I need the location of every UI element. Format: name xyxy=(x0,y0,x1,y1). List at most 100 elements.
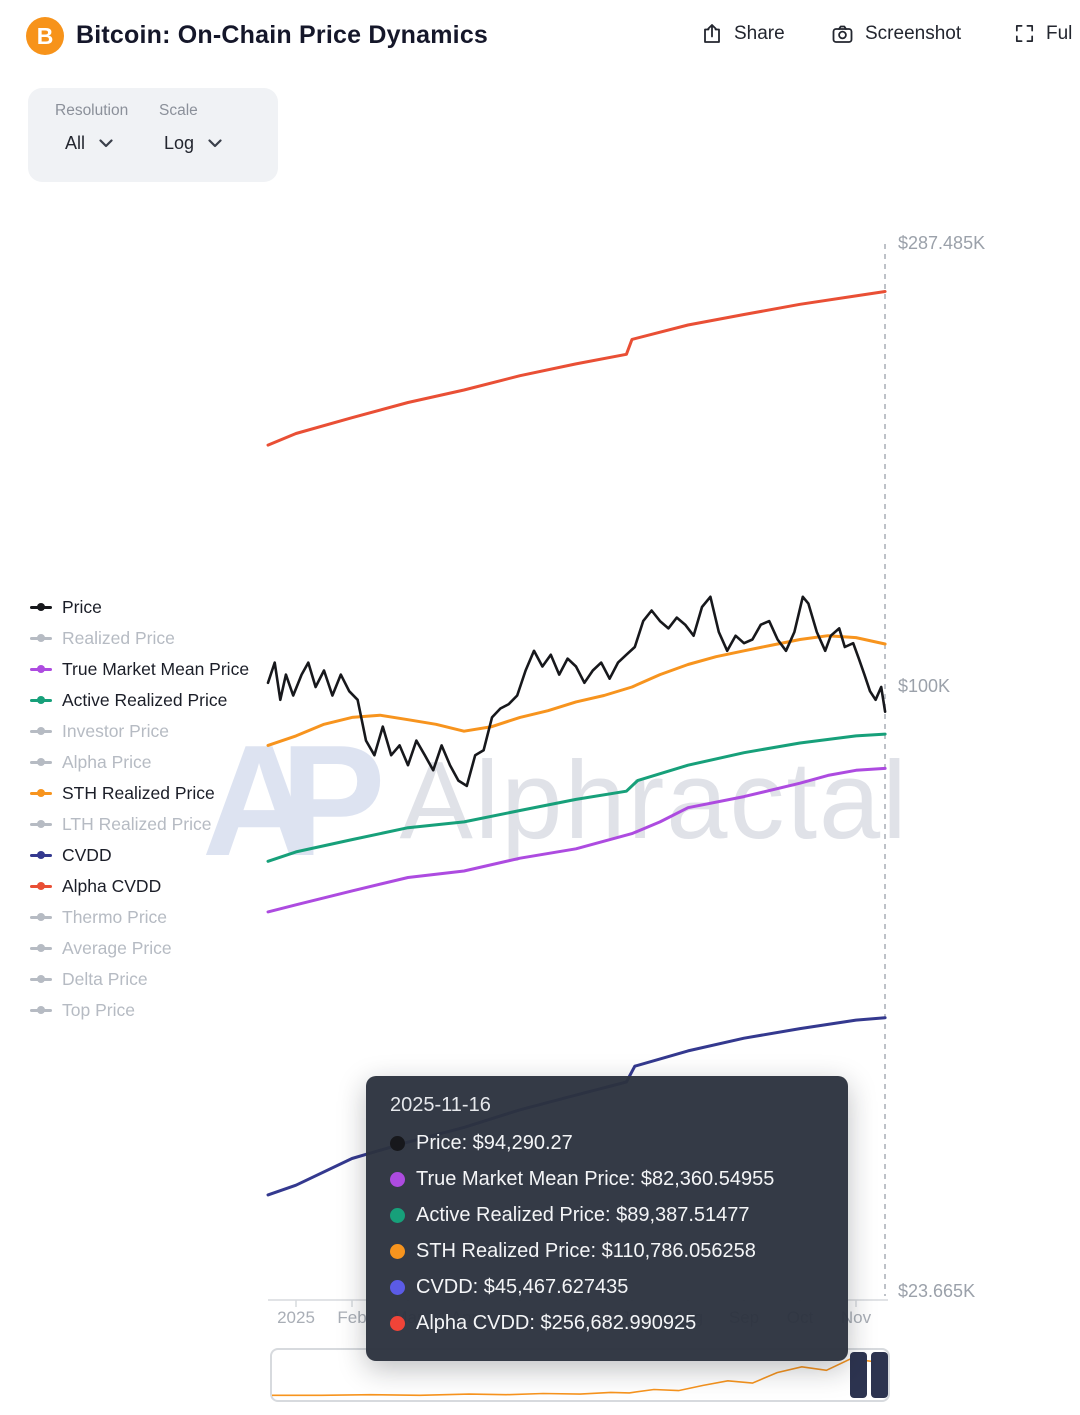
series-dot-icon xyxy=(390,1279,405,1295)
legend-item-label: Alpha Price xyxy=(62,751,152,772)
series-dot-icon xyxy=(390,1315,405,1331)
legend-line-dot-icon xyxy=(30,726,52,736)
x-axis-label: Nov xyxy=(840,1308,872,1327)
bitcoin-logo-letter: B xyxy=(36,22,54,49)
y-axis-label: $23.665K xyxy=(898,1280,976,1301)
legend-line-dot-icon xyxy=(30,912,52,922)
tooltip-row-text: Active Realized Price: $89,387.51477 xyxy=(416,1203,750,1226)
legend-line-dot-icon xyxy=(30,664,52,674)
fullscreen-button-label: Ful xyxy=(1046,22,1073,44)
x-axis-label: 2025 xyxy=(277,1308,315,1327)
legend-item-lth-realized-price[interactable]: LTH Realized Price xyxy=(30,813,249,835)
legend-item-label: LTH Realized Price xyxy=(62,813,212,834)
legend-item-top-price[interactable]: Top Price xyxy=(30,999,249,1021)
legend-item-label: Top Price xyxy=(62,999,135,1020)
legend-line-dot-icon xyxy=(30,757,52,767)
legend-line-dot-icon xyxy=(30,819,52,829)
legend-item-price[interactable]: Price xyxy=(30,596,249,618)
tooltip-row-cvdd: CVDD: $45,467.627435 xyxy=(390,1269,824,1305)
legend-item-label: Delta Price xyxy=(62,968,148,989)
bitcoin-logo-icon: B xyxy=(26,17,64,55)
chart-controls-panel: Resolution Scale All Log xyxy=(28,88,278,182)
share-button-label: Share xyxy=(734,23,785,44)
legend-line-dot-icon xyxy=(30,850,52,860)
tooltip-row-sth-realized-price: STH Realized Price: $110,786.056258 xyxy=(390,1233,824,1269)
page-title: Bitcoin: On-Chain Price Dynamics xyxy=(76,21,489,49)
camera-icon xyxy=(832,25,853,43)
legend-item-label: Investor Price xyxy=(62,720,169,741)
tooltip-row-text: Price: $94,290.27 xyxy=(416,1131,573,1154)
series-line-price xyxy=(266,595,887,788)
series-dot-icon xyxy=(390,1135,405,1151)
legend-item-thermo-price[interactable]: Thermo Price xyxy=(30,906,249,928)
legend-item-label: Price xyxy=(62,596,102,617)
legend-item-label: Average Price xyxy=(62,937,172,958)
legend-item-active-realized-price[interactable]: Active Realized Price xyxy=(30,689,249,711)
legend-item-realized-price[interactable]: Realized Price xyxy=(30,627,249,649)
navigator-handle-left[interactable] xyxy=(850,1352,867,1398)
tooltip-date: 2025-11-16 xyxy=(390,1094,491,1116)
scale-label: Scale xyxy=(159,102,198,119)
y-axis-label: $100K xyxy=(898,676,951,696)
series-dot-icon xyxy=(390,1171,405,1187)
x-axis-label: Feb xyxy=(337,1308,367,1327)
screenshot-button[interactable]: Screenshot xyxy=(830,22,961,46)
tooltip-row-text: True Market Mean Price: $82,360.54955 xyxy=(416,1167,775,1190)
resolution-value: All xyxy=(65,133,86,153)
series-line-alpha-cvdd xyxy=(266,290,887,447)
series-dot-icon xyxy=(390,1243,405,1259)
legend-item-average-price[interactable]: Average Price xyxy=(30,937,249,959)
share-icon xyxy=(704,24,720,43)
series-line-true-market-mean-price xyxy=(266,766,887,914)
resolution-dropdown[interactable]: All xyxy=(65,133,113,154)
navigator-spark-path xyxy=(272,1357,888,1397)
series-legend: Price Realized Price True Market Mean Pric… xyxy=(30,596,249,1021)
legend-line-dot-icon xyxy=(30,881,52,891)
share-button[interactable]: Share xyxy=(700,22,785,46)
screenshot-button-label: Screenshot xyxy=(865,23,962,44)
legend-item-label: STH Realized Price xyxy=(62,782,215,803)
legend-item-delta-price[interactable]: Delta Price xyxy=(30,968,249,990)
legend-item-label: True Market Mean Price xyxy=(62,658,250,679)
legend-item-alpha-price[interactable]: Alpha Price xyxy=(30,751,249,773)
fullscreen-icon xyxy=(1015,24,1034,43)
legend-line-dot-icon xyxy=(30,602,52,612)
resolution-label: Resolution xyxy=(55,102,129,119)
legend-line-dot-icon xyxy=(30,1005,52,1015)
legend-item-alpha-cvdd[interactable]: Alpha CVDD xyxy=(30,875,249,897)
legend-item-label: Active Realized Price xyxy=(62,689,228,710)
tooltip-row-text: Alpha CVDD: $256,682.990925 xyxy=(416,1311,697,1334)
legend-line-dot-icon xyxy=(30,695,52,705)
tooltip-row-text: CVDD: $45,467.627435 xyxy=(416,1275,629,1298)
legend-line-dot-icon xyxy=(30,943,52,953)
tooltip-row-alpha-cvdd: Alpha CVDD: $256,682.990925 xyxy=(390,1305,824,1341)
series-dot-icon xyxy=(390,1207,405,1223)
legend-item-label: Alpha CVDD xyxy=(62,875,162,896)
tooltip-row-text: STH Realized Price: $110,786.056258 xyxy=(416,1239,756,1262)
chevron-down-icon xyxy=(99,139,113,148)
series-line-sth-realized-price xyxy=(266,634,887,747)
tooltip-row-active-realized-price: Active Realized Price: $89,387.51477 xyxy=(390,1197,824,1233)
legend-item-sth-realized-price[interactable]: STH Realized Price xyxy=(30,782,249,804)
chevron-down-icon xyxy=(208,139,222,148)
series-line-active-realized-price xyxy=(266,732,887,863)
legend-item-label: Thermo Price xyxy=(62,906,168,927)
legend-item-label: CVDD xyxy=(62,844,112,865)
legend-item-true-market-mean-price[interactable]: True Market Mean Price xyxy=(30,658,249,680)
scale-value: Log xyxy=(164,133,195,153)
tooltip-row-price: Price: $94,290.27 xyxy=(390,1125,824,1161)
chart-tooltip: 2025-11-16 Price: $94,290.27 True Market … xyxy=(366,1076,848,1361)
navigator-sparkline xyxy=(272,1357,888,1397)
navigator-handle-right[interactable] xyxy=(871,1352,888,1398)
fullscreen-button[interactable]: Ful xyxy=(1013,22,1072,45)
legend-line-dot-icon xyxy=(30,974,52,984)
legend-item-investor-price[interactable]: Investor Price xyxy=(30,720,249,742)
tooltip-row-true-market-mean-price: True Market Mean Price: $82,360.54955 xyxy=(390,1161,824,1197)
y-axis-label: $287.485K xyxy=(898,232,986,253)
legend-line-dot-icon xyxy=(30,633,52,643)
legend-item-cvdd[interactable]: CVDD xyxy=(30,844,249,866)
scale-dropdown[interactable]: Log xyxy=(164,133,222,154)
legend-item-label: Realized Price xyxy=(62,627,175,648)
legend-line-dot-icon xyxy=(30,788,52,798)
